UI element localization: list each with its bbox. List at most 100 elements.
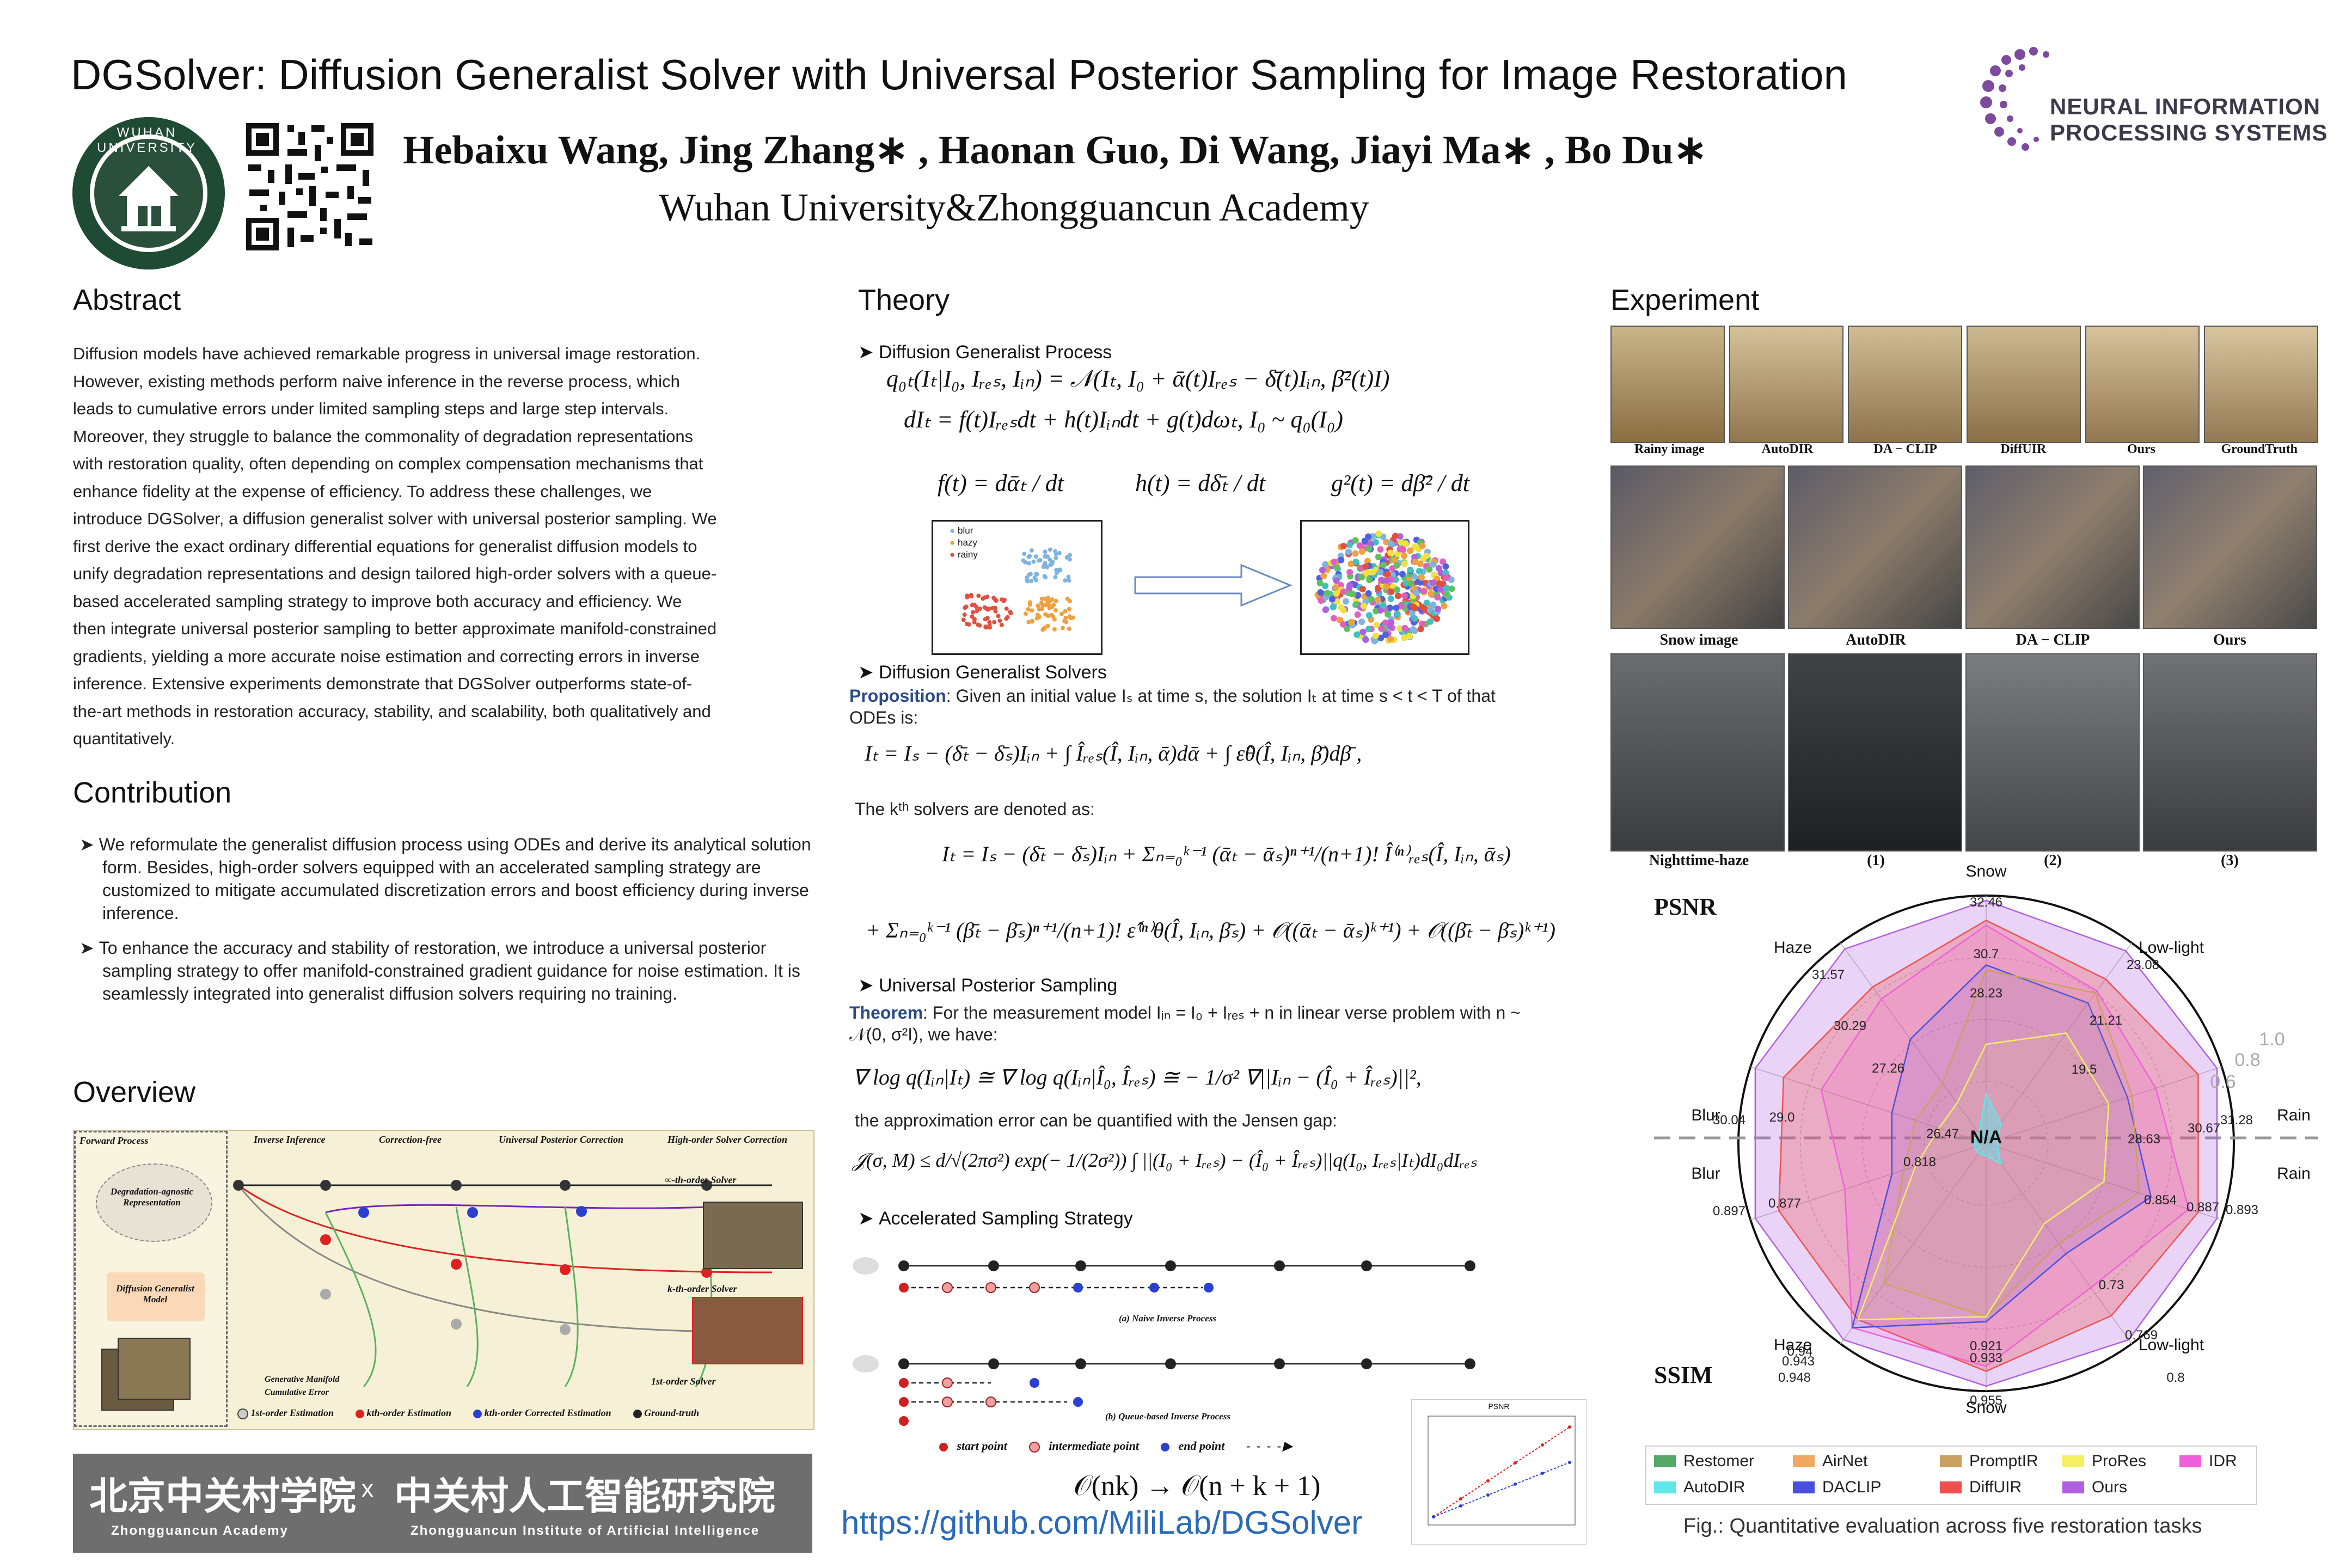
red-dot-icon — [939, 1442, 948, 1451]
unified-point — [1442, 563, 1449, 570]
dot-icon: ● — [950, 537, 955, 548]
eq-kth-2: + Σₙ₌₀ᵏ⁻¹ (β̄ₜ − β̄ₛ)ⁿ⁺¹/(n+1)! ε̂⁽ⁿ⁾θ(Î… — [866, 918, 1556, 942]
unified-point — [1378, 625, 1385, 632]
blue-dot-icon — [1160, 1442, 1169, 1451]
unified-point — [1412, 589, 1419, 596]
radar-scale-label: 0.6 — [2210, 1071, 2235, 1092]
contribution-item: ➤ We reformulate the generalist diffusio… — [79, 835, 811, 923]
unified-point — [1382, 631, 1389, 638]
unified-point — [1420, 588, 1428, 595]
legend-swatch — [2179, 1455, 2201, 1467]
experiment-heading: Experiment — [1610, 284, 1760, 316]
legend-item: Ground-truth — [633, 1407, 699, 1419]
label-generative-manifold: Generative Manifold — [265, 1375, 340, 1384]
unified-point — [1393, 586, 1400, 593]
unified-point — [1414, 579, 1422, 586]
unified-point — [1343, 598, 1350, 605]
unified-point — [1387, 635, 1394, 642]
unified-point — [1416, 568, 1423, 575]
unified-point — [1377, 568, 1384, 575]
scatter-point — [1053, 575, 1058, 580]
caption: DiffUIR — [2000, 442, 2047, 456]
unified-point — [1419, 542, 1426, 549]
unified-point — [1361, 537, 1368, 544]
scatter-point — [988, 625, 993, 630]
unified-point — [1430, 561, 1437, 568]
unified-point — [1407, 580, 1414, 587]
scatter-point — [1066, 574, 1071, 579]
unified-point — [1333, 590, 1340, 597]
radar-caption: Fig.: Quantitative evaluation across fiv… — [1683, 1515, 2202, 1538]
unified-point — [1317, 589, 1324, 596]
scatter-legend-item: ● rainy — [950, 549, 978, 560]
ssim-tick: 0.933 — [1970, 1351, 2002, 1365]
dot-icon: ● — [950, 549, 955, 560]
abstract-line: leads to cumulative errors under limited… — [73, 399, 669, 418]
legend-grid: Restomer AirNet PromptIR ProRes IDR AutoDIR DA… — [1646, 1447, 2256, 1502]
unified-point — [1441, 602, 1448, 609]
method2-tile — [1965, 653, 2140, 852]
psnr-tick: 23.08 — [2127, 958, 2159, 972]
unified-point — [1394, 592, 1401, 599]
scatter-point — [1065, 596, 1070, 601]
abstract-line: first derive the exact ordinary differen… — [73, 536, 697, 556]
unified-point — [1448, 576, 1455, 583]
scatter-point — [1029, 579, 1034, 584]
unified-point — [1387, 595, 1394, 602]
scatter-legend-item: ● blur — [950, 525, 973, 536]
legend-item: intermediate point — [1028, 1439, 1139, 1453]
scatter-point — [1063, 578, 1068, 583]
radar-chart: Snow Low-light Rain Rain Low-light Snow Haze Bl… — [1654, 862, 2318, 1417]
unified-point — [1334, 598, 1341, 605]
groundtruth-tile — [2204, 326, 2318, 443]
scatter-point — [962, 612, 967, 617]
scatter-point — [1068, 553, 1073, 558]
scatter-point — [976, 622, 981, 627]
scatter-point — [1026, 561, 1031, 566]
unified-point — [1365, 590, 1372, 597]
psnr-tick: 28.63 — [2128, 1132, 2160, 1147]
scatter-point — [1070, 615, 1075, 620]
scatter-point — [1040, 627, 1045, 632]
result-image-2 — [692, 1297, 803, 1364]
unified-point — [1426, 566, 1433, 573]
unified-point — [1352, 559, 1359, 566]
legend-label: ProRes — [2092, 1452, 2147, 1470]
eq-kth-1: Iₜ = Iₛ − (δ̄ₜ − δ̄ₛ)Iᵢₙ + Σₙ₌₀ᵏ⁻¹ (ᾱₜ −… — [942, 842, 1511, 866]
ssim-tick: 0.921 — [1970, 1339, 2002, 1353]
legend-label: AirNet — [1822, 1452, 1868, 1470]
rainy-captions: Rainy image AutoDIR DA − CLIP DiffUIR Ou… — [1610, 442, 2318, 457]
github-link[interactable]: https://github.com/MiliLab/DGSolver — [841, 1504, 1363, 1541]
daclip-tile — [1848, 326, 1962, 443]
radar-series — [1851, 964, 2152, 1329]
scatter-point — [1044, 554, 1049, 559]
unified-point — [1375, 596, 1382, 603]
label-high-order-correction: High-order Solver Correction — [667, 1134, 788, 1145]
radar-axis-label: Rain — [2277, 1106, 2311, 1124]
eq-g: g²(t) = dβ̄² / dt — [1331, 470, 1469, 497]
qr-code[interactable] — [244, 121, 376, 253]
overview-heading: Overview — [73, 1076, 196, 1108]
unified-point — [1386, 604, 1393, 611]
unified-point — [1408, 609, 1416, 616]
legend-item: AutoDIR — [1654, 1478, 1793, 1497]
unified-point — [1372, 538, 1379, 546]
unified-point — [1340, 621, 1347, 628]
scatter-point — [1024, 611, 1028, 616]
caption: (3) — [2221, 852, 2239, 869]
bullet-arrow-icon: ➤ — [79, 835, 99, 854]
unified-point — [1354, 611, 1361, 618]
radar-axis-label: Snow — [1965, 862, 2006, 880]
radar-spoke — [1840, 942, 1987, 1144]
unified-point — [1358, 574, 1365, 581]
legend-item: ProRes — [2062, 1452, 2179, 1471]
scatter-point — [1054, 552, 1058, 556]
hollow-arrow-icon — [1134, 564, 1293, 607]
legend-item: DiffUIR — [1940, 1478, 2062, 1497]
scatter-point — [1037, 558, 1042, 563]
legend-label: AutoDIR — [1683, 1478, 1745, 1496]
scatter-point — [1001, 598, 1006, 603]
unified-point — [1380, 602, 1387, 609]
unified-point — [1401, 552, 1408, 559]
abstract-line: enhance fidelity at the expense of effic… — [73, 481, 652, 501]
